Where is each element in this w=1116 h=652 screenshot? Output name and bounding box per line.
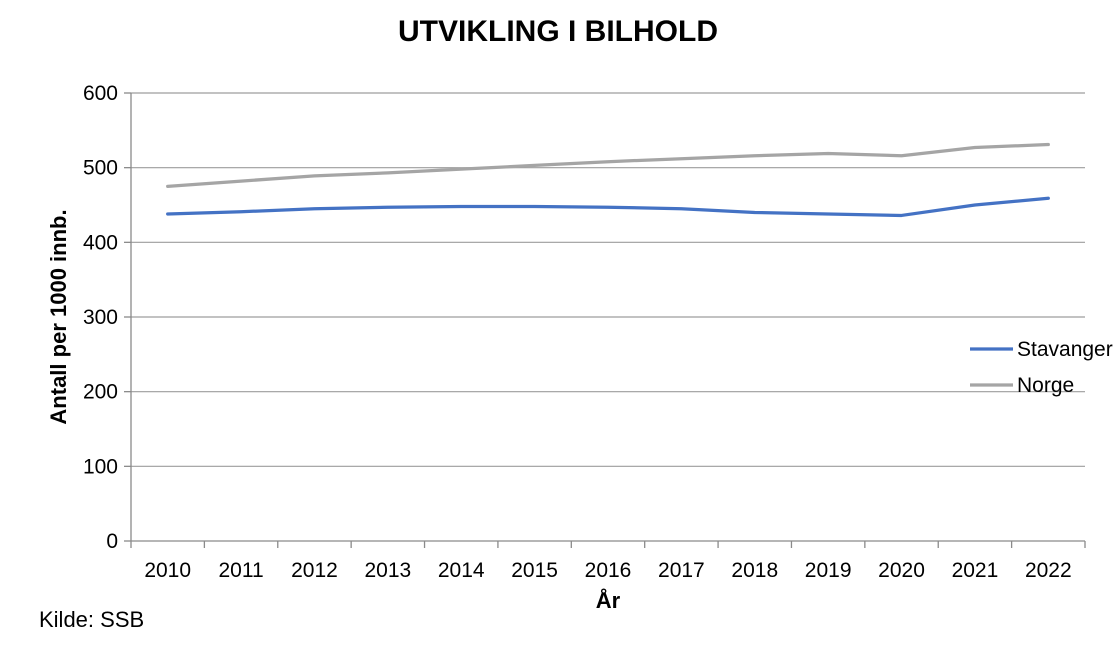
legend-item-norge: Norge (970, 374, 1074, 397)
x-axis-title: År (596, 587, 621, 613)
y-tick-label: 500 (83, 157, 118, 180)
gridlines-layer (131, 92, 1085, 467)
y-axis-title: Antall per 1000 innb. (46, 209, 71, 424)
legend-item-stavanger: Stavanger (970, 338, 1113, 361)
x-tick-label: 2011 (218, 559, 263, 582)
x-tick-label: 2015 (511, 559, 558, 582)
y-tick-label: 300 (83, 306, 118, 329)
chart-title: UTVIKLING I BILHOLD (398, 15, 718, 48)
x-tick-label: 2022 (1025, 559, 1072, 582)
x-tick-label: 2018 (731, 559, 778, 582)
x-tick-label: 2010 (144, 559, 191, 582)
y-tick-label: 600 (83, 82, 118, 105)
x-tick-label: 2014 (438, 559, 485, 582)
source-note: Kilde: SSB (39, 607, 144, 632)
legend: Stavanger Norge (970, 338, 1113, 397)
x-tick-label: 2013 (364, 559, 411, 582)
y-tick-label: 100 (83, 455, 118, 478)
y-tick-label: 0 (106, 530, 118, 553)
x-tick-label: 2017 (658, 559, 705, 582)
series-layer (166, 142, 1050, 218)
x-tick-label: 2021 (952, 559, 999, 582)
series-line-stavanger (166, 196, 1050, 218)
legend-label: Norge (1017, 374, 1074, 397)
series-line-norge (166, 142, 1050, 188)
x-tick-label: 2020 (878, 559, 925, 582)
x-tick-label: 2016 (585, 559, 632, 582)
x-tick-label: 2012 (291, 559, 338, 582)
axes-layer: 0 100 200 300 400 500 600 2010 2011 2012 2013 2014 2… (83, 82, 1086, 582)
legend-label: Stavanger (1017, 338, 1113, 361)
x-tick-label: 2019 (805, 559, 852, 582)
y-tick-label: 200 (83, 381, 118, 404)
y-tick-label: 400 (83, 231, 118, 254)
